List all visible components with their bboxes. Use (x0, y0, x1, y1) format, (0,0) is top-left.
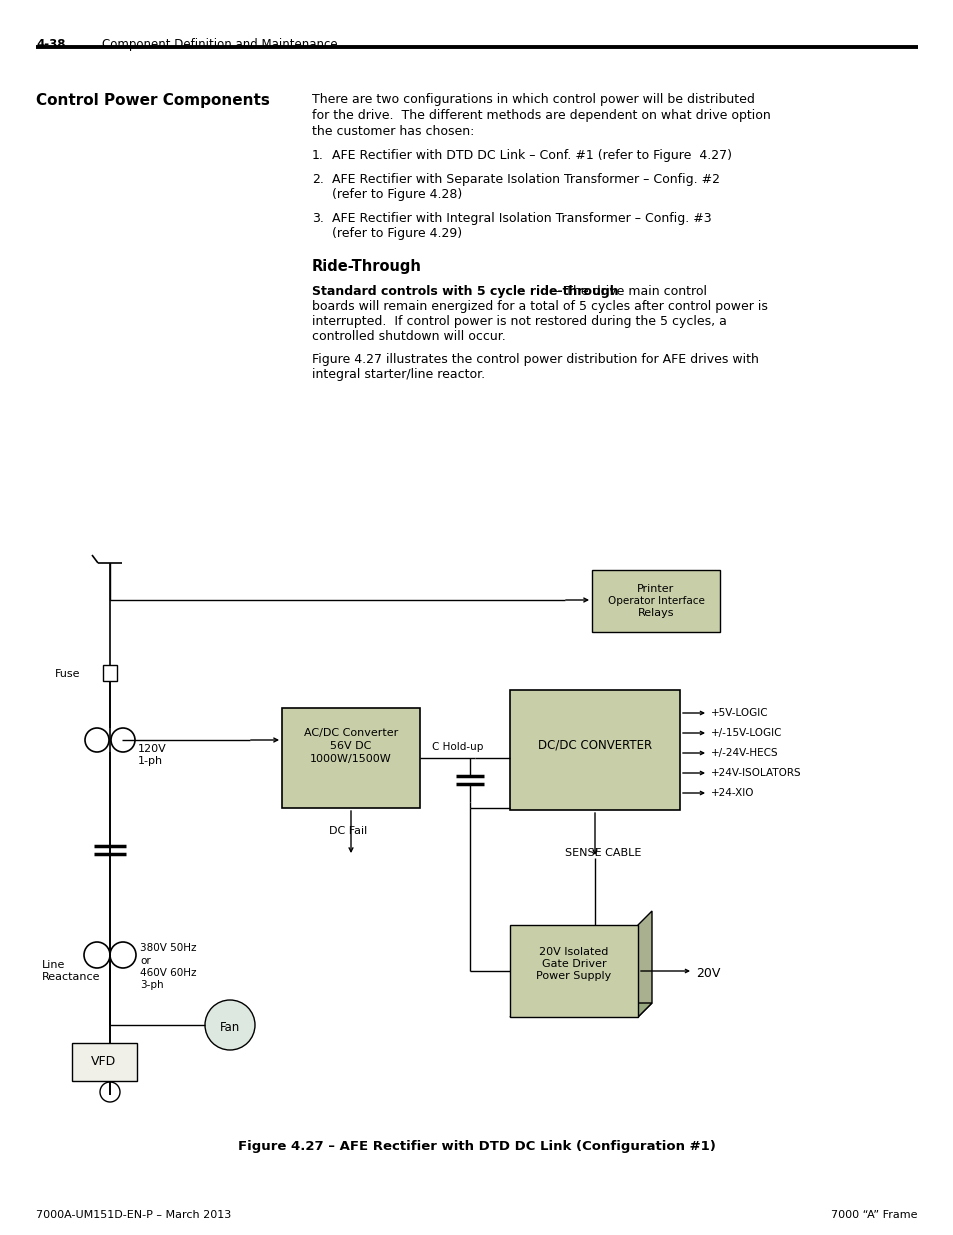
Text: Control Power Components: Control Power Components (36, 93, 270, 107)
Text: interrupted.  If control power is not restored during the 5 cycles, a: interrupted. If control power is not res… (312, 315, 726, 329)
Text: 1.: 1. (312, 149, 323, 162)
Text: 3.: 3. (312, 212, 323, 225)
Text: 1-ph: 1-ph (138, 756, 163, 766)
Bar (103, 664, 117, 680)
Text: Fuse: Fuse (55, 669, 80, 679)
Text: AFE Rectifier with Integral Isolation Transformer – Config. #3: AFE Rectifier with Integral Isolation Tr… (332, 212, 711, 225)
Text: integral starter/line reactor.: integral starter/line reactor. (312, 368, 485, 382)
Bar (510, 925, 638, 1016)
Text: Fan: Fan (219, 1021, 240, 1034)
Text: +5V-LOGIC: +5V-LOGIC (710, 708, 768, 718)
Text: DC Fail: DC Fail (329, 826, 367, 836)
Text: C Hold-up: C Hold-up (432, 742, 483, 752)
Text: (refer to Figure 4.29): (refer to Figure 4.29) (332, 227, 461, 240)
Text: boards will remain energized for a total of 5 cycles after control power is: boards will remain energized for a total… (312, 300, 767, 312)
Bar (592, 571, 720, 632)
Text: – The drive main control: – The drive main control (550, 285, 706, 298)
Text: 2.: 2. (312, 173, 323, 186)
Text: Figure 4.27 – AFE Rectifier with DTD DC Link (Configuration #1): Figure 4.27 – AFE Rectifier with DTD DC … (238, 1140, 715, 1153)
Text: Figure 4.27 illustrates the control power distribution for AFE drives with: Figure 4.27 illustrates the control powe… (312, 353, 758, 366)
Bar (71, 1044, 137, 1081)
Text: AC/DC Converter: AC/DC Converter (304, 727, 397, 739)
Text: Component Definition and Maintenance: Component Definition and Maintenance (102, 38, 337, 51)
Text: Gate Driver: Gate Driver (541, 960, 606, 969)
Text: 3-ph: 3-ph (140, 981, 164, 990)
Text: 7000 “A” Frame: 7000 “A” Frame (831, 1210, 917, 1220)
Text: 7000A-UM151D-EN-P – March 2013: 7000A-UM151D-EN-P – March 2013 (36, 1210, 231, 1220)
Text: Ride-Through: Ride-Through (312, 259, 421, 274)
Text: 56V DC: 56V DC (330, 741, 372, 751)
Bar (282, 708, 419, 808)
Text: for the drive.  The different methods are dependent on what drive option: for the drive. The different methods are… (312, 109, 770, 122)
Text: VFD: VFD (91, 1055, 116, 1068)
Text: controlled shutdown will occur.: controlled shutdown will occur. (312, 330, 505, 343)
Text: Standard controls with 5 cycle ride-through: Standard controls with 5 cycle ride-thro… (312, 285, 618, 298)
Text: 460V 60Hz: 460V 60Hz (140, 968, 196, 978)
Text: AFE Rectifier with DTD DC Link – Conf. #1 (refer to Figure  4.27): AFE Rectifier with DTD DC Link – Conf. #… (332, 149, 731, 162)
Text: Relays: Relays (638, 608, 674, 618)
Text: Operator Interface: Operator Interface (607, 597, 703, 606)
Polygon shape (510, 1003, 651, 1016)
Text: 4-38: 4-38 (36, 38, 66, 51)
Text: AFE Rectifier with Separate Isolation Transformer – Config. #2: AFE Rectifier with Separate Isolation Tr… (332, 173, 720, 186)
Text: Power Supply: Power Supply (536, 971, 611, 981)
Text: SENSE CABLE: SENSE CABLE (564, 848, 640, 858)
Text: 120V: 120V (138, 743, 167, 755)
Text: 380V 50Hz: 380V 50Hz (140, 944, 196, 953)
Text: DC/DC CONVERTER: DC/DC CONVERTER (537, 739, 652, 751)
Text: or: or (140, 956, 151, 966)
Text: +24V-ISOLATORS: +24V-ISOLATORS (710, 768, 801, 778)
Bar (510, 690, 679, 810)
Circle shape (205, 1000, 254, 1050)
Text: 20V: 20V (696, 967, 720, 981)
Text: Printer: Printer (637, 584, 674, 594)
Text: There are two configurations in which control power will be distributed: There are two configurations in which co… (312, 93, 754, 106)
Text: 1000W/1500W: 1000W/1500W (310, 755, 392, 764)
Text: Reactance: Reactance (42, 972, 100, 982)
Polygon shape (638, 911, 651, 1016)
Text: (refer to Figure 4.28): (refer to Figure 4.28) (332, 188, 462, 201)
Text: +/-15V-LOGIC: +/-15V-LOGIC (710, 727, 781, 739)
Text: +/-24V-HECS: +/-24V-HECS (710, 748, 778, 758)
Text: +24-XIO: +24-XIO (710, 788, 754, 798)
Circle shape (100, 1082, 120, 1102)
Text: the customer has chosen:: the customer has chosen: (312, 125, 474, 138)
Text: Line: Line (42, 960, 66, 969)
Text: 20V Isolated: 20V Isolated (538, 947, 608, 957)
